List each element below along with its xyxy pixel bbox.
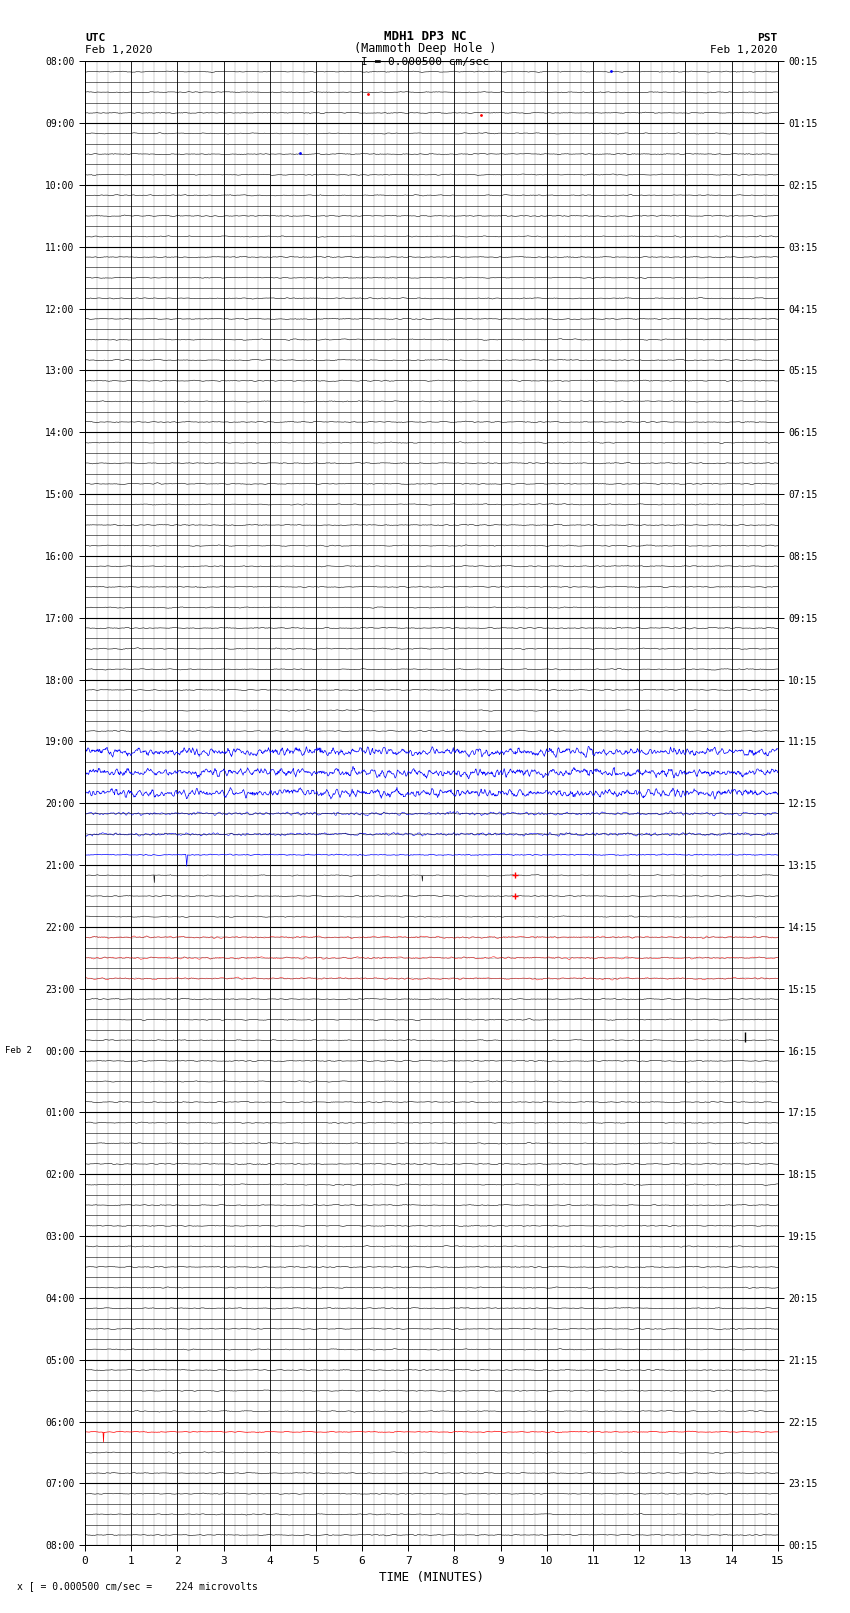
Text: (Mammoth Deep Hole ): (Mammoth Deep Hole ) [354,42,496,55]
Text: PST: PST [757,32,778,44]
Text: Feb 1,2020: Feb 1,2020 [85,45,152,55]
Text: x [ = 0.000500 cm/sec =    224 microvolts: x [ = 0.000500 cm/sec = 224 microvolts [17,1581,258,1590]
Text: Feb 2: Feb 2 [5,1047,32,1055]
Text: MDH1 DP3 NC: MDH1 DP3 NC [383,29,467,44]
X-axis label: TIME (MINUTES): TIME (MINUTES) [379,1571,484,1584]
Text: UTC: UTC [85,32,105,44]
Text: I = 0.000500 cm/sec: I = 0.000500 cm/sec [361,56,489,66]
Text: Feb 1,2020: Feb 1,2020 [711,45,778,55]
